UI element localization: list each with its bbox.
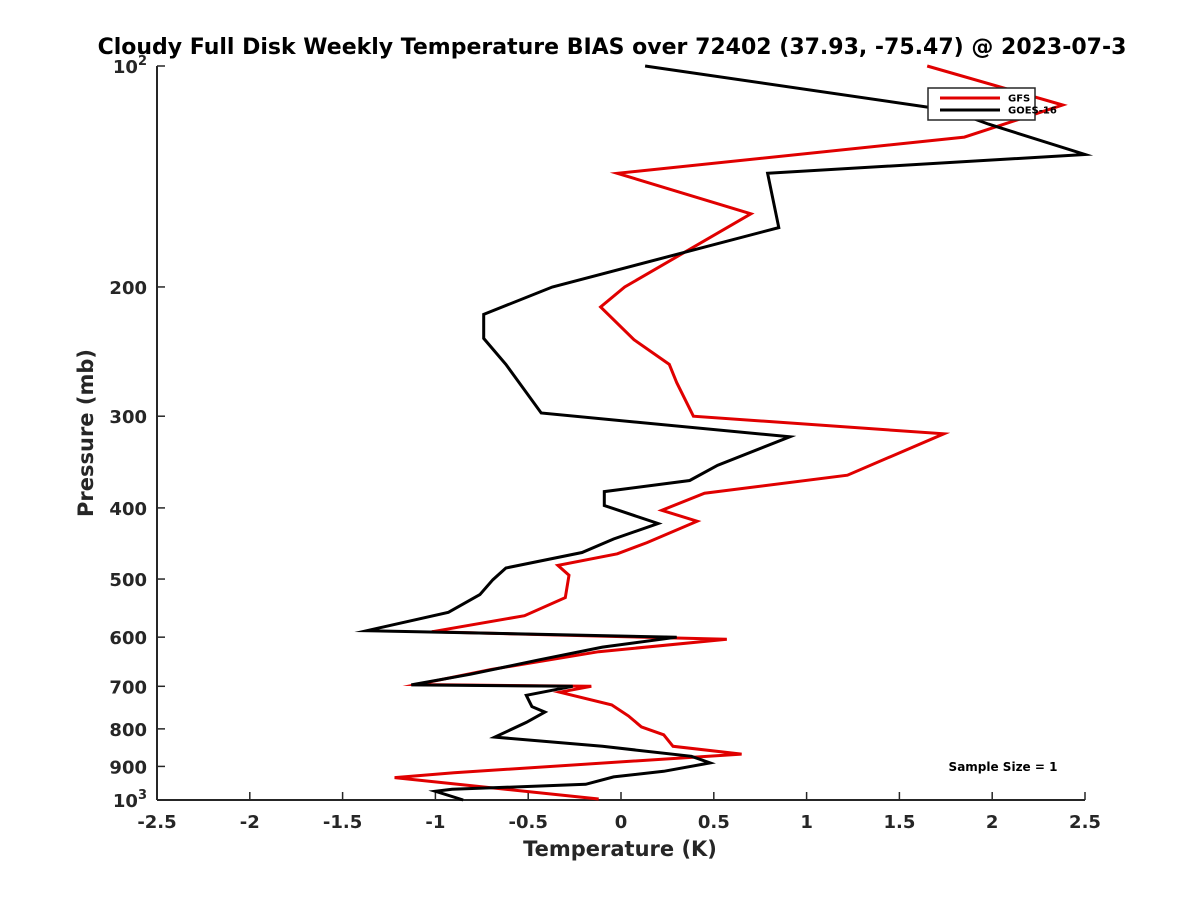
legend-box — [927, 87, 1036, 121]
y-tick-label: 300 — [109, 407, 147, 428]
x-tick-label: 0.5 — [698, 812, 730, 833]
x-tick-label: -2.5 — [137, 812, 176, 833]
sample-size-annotation: Sample Size = 1 — [949, 760, 1058, 774]
y-tick-base: 10 — [113, 791, 138, 812]
x-tick-label: 2 — [986, 812, 999, 833]
x-tick-label: -2 — [240, 812, 260, 833]
y-tick-label: 200 — [109, 278, 147, 299]
y-tick-label: 400 — [109, 499, 147, 520]
y-tick-label: 500 — [109, 570, 147, 591]
y-tick-exponent: 3 — [138, 788, 147, 803]
y-tick-label: 102 — [113, 54, 147, 78]
x-tick-label: -1 — [425, 812, 445, 833]
y-tick-label: 800 — [109, 720, 147, 741]
y-tick-base: 10 — [113, 57, 138, 78]
x-tick-label: 0 — [615, 812, 628, 833]
legend-label: GFS — [1008, 94, 1030, 105]
x-tick-label: -1.5 — [323, 812, 362, 833]
series-layer — [354, 64, 1094, 802]
y-tick-label: 700 — [109, 677, 147, 698]
y-tick-exponent: 2 — [138, 54, 147, 69]
series-line-goes-16 — [354, 64, 1094, 802]
x-tick-label: 2.5 — [1069, 812, 1101, 833]
legend-label: GOES-16 — [1008, 106, 1057, 117]
x-tick-label: 1 — [800, 812, 813, 833]
chart-title: Cloudy Full Disk Weekly Temperature BIAS… — [98, 35, 1127, 60]
y-tick-label: 900 — [109, 757, 147, 778]
y-tick-label: 600 — [109, 628, 147, 649]
x-tick-label: 1.5 — [883, 812, 915, 833]
series-line-gfs — [394, 64, 1068, 801]
x-axis-label: Temperature (K) — [523, 837, 717, 861]
y-axis-label: Pressure (mb) — [74, 349, 98, 517]
y-tick-label: 103 — [113, 788, 147, 812]
x-tick-label: -0.5 — [509, 812, 548, 833]
axes: -2.5 -2 -1.5 -1 -0.5 0 0.5 1 1.5 2 2.5102200300400… — [109, 54, 1101, 833]
